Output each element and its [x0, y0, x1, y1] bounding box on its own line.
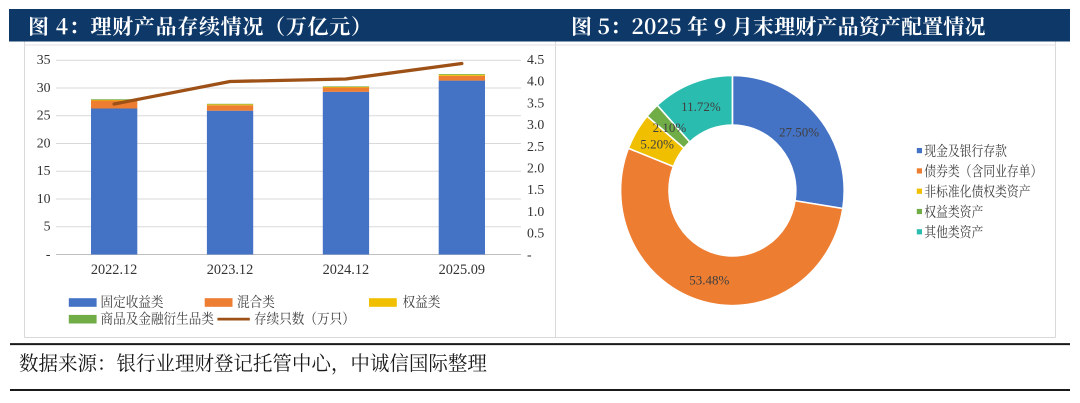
svg-text:20: 20	[37, 135, 51, 150]
svg-text:30: 30	[37, 80, 51, 95]
svg-text:-: -	[46, 246, 51, 261]
svg-text:2.10%: 2.10%	[653, 120, 687, 135]
svg-text:25: 25	[37, 108, 51, 123]
svg-text:2.5: 2.5	[527, 139, 544, 154]
svg-text:15: 15	[37, 163, 51, 178]
svg-text:4.0: 4.0	[527, 74, 544, 89]
svg-text:27.50%: 27.50%	[779, 124, 819, 139]
svg-text:1.5: 1.5	[527, 182, 544, 197]
svg-text:5.20%: 5.20%	[640, 137, 674, 152]
svg-text:35: 35	[37, 52, 51, 67]
svg-text:0.5: 0.5	[527, 226, 544, 241]
svg-text:2025.09: 2025.09	[439, 262, 485, 278]
svg-text:11.72%: 11.72%	[681, 99, 721, 114]
svg-text:2023.12: 2023.12	[207, 262, 253, 278]
svg-text:2.0: 2.0	[527, 160, 544, 175]
svg-text:2024.12: 2024.12	[323, 262, 369, 278]
svg-text:53.48%: 53.48%	[689, 272, 729, 287]
svg-text:4.5: 4.5	[527, 52, 544, 67]
svg-text:5: 5	[44, 219, 51, 234]
svg-text:1.0: 1.0	[527, 204, 544, 219]
svg-text:2022.12: 2022.12	[91, 262, 137, 278]
svg-text:-: -	[527, 247, 532, 262]
svg-text:10: 10	[37, 191, 51, 206]
svg-text:3.5: 3.5	[527, 95, 544, 110]
svg-text:3.0: 3.0	[527, 117, 544, 132]
